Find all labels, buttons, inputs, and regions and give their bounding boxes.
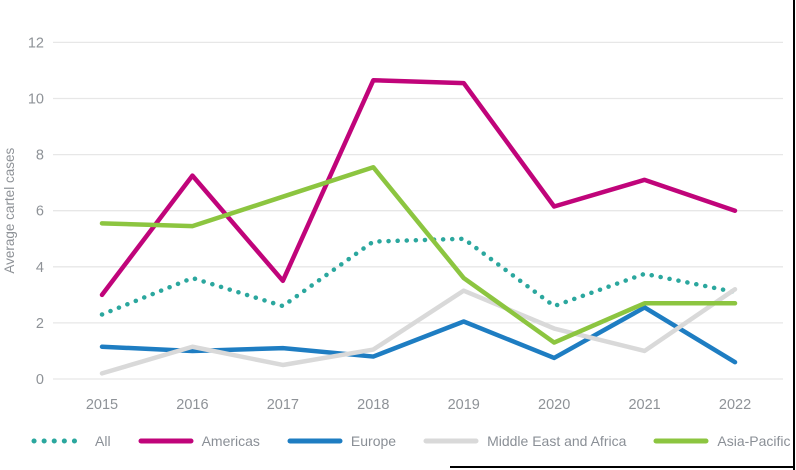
x-tick-label: 2020	[538, 397, 570, 413]
legend-label: All	[95, 433, 111, 449]
legend-label: Europe	[350, 433, 397, 449]
legend-swatch-americas	[138, 438, 194, 444]
legend-swatch-all	[31, 438, 87, 444]
series-line-middle-east-and-africa	[99, 286, 738, 376]
y-tick-label: 4	[36, 260, 44, 276]
y-axis-title: Average cartel cases	[2, 148, 17, 274]
y-tick-label: 10	[28, 92, 44, 108]
window-border-right	[793, 0, 795, 470]
x-tick-label: 2021	[628, 397, 660, 413]
y-tick-label: 6	[36, 204, 44, 220]
window-border-bottom	[450, 466, 795, 468]
x-tick-label: 2022	[719, 397, 751, 413]
legend-swatch-europe	[287, 438, 343, 444]
y-tick-label: 2	[36, 316, 44, 332]
line-chart: 0 2 4 6 8 10 12 2015 2016 2017 2018 2019 2020 2021 202…	[2, 35, 783, 413]
legend-swatch-middle-east-and-africa	[423, 438, 479, 444]
y-tick-label: 8	[36, 148, 44, 164]
x-tick-label: 2017	[267, 397, 299, 413]
y-tick-label: 0	[36, 372, 44, 388]
legend-swatch-asia-pacific	[653, 438, 709, 444]
x-tick-label: 2016	[176, 397, 208, 413]
series-line-asia-pacific	[99, 164, 738, 345]
x-tick-label: 2018	[357, 397, 389, 413]
legend-item-americas[interactable]: Americas	[137, 433, 260, 449]
series-line-europe	[99, 305, 738, 365]
legend-item-europe[interactable]: Europe	[286, 433, 396, 449]
legend-label: Asia-Pacific	[717, 433, 791, 449]
x-tick-label: 2015	[86, 397, 118, 413]
legend-label: Middle East and Africa	[487, 433, 627, 449]
x-tick-label: 2019	[448, 397, 480, 413]
legend-item-middle-east-and-africa[interactable]: Middle East and Africa	[422, 433, 626, 449]
legend-item-asia-pacific[interactable]: Asia-Pacific	[652, 433, 791, 449]
legend-item-all[interactable]: All	[30, 433, 111, 449]
y-tick-label: 12	[28, 35, 44, 51]
legend-label: Americas	[201, 433, 260, 449]
series-line-americas	[99, 78, 738, 298]
legend: All Americas Europe Middle East and Africa A…	[30, 433, 791, 449]
